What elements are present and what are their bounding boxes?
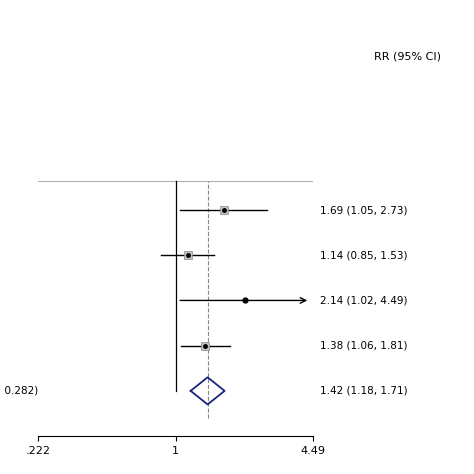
Text: , p = 0.282): , p = 0.282): [0, 386, 38, 396]
Text: 1.14 (0.85, 1.53): 1.14 (0.85, 1.53): [320, 250, 407, 260]
Text: 1.69 (1.05, 2.73): 1.69 (1.05, 2.73): [320, 205, 407, 215]
Text: 2.14 (1.02, 4.49): 2.14 (1.02, 4.49): [320, 295, 407, 305]
Text: RR (95% CI): RR (95% CI): [374, 52, 441, 62]
Text: 1.42 (1.18, 1.71): 1.42 (1.18, 1.71): [320, 386, 408, 396]
Text: 1.38 (1.06, 1.81): 1.38 (1.06, 1.81): [320, 341, 407, 351]
